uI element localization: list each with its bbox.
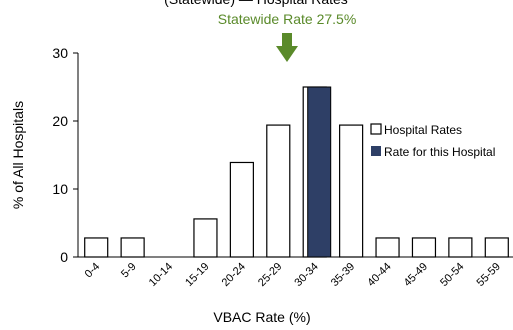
legend-swatch-hospital-rates bbox=[370, 123, 382, 135]
x-tick-label: 5-9 bbox=[119, 261, 139, 281]
bar-0-4 bbox=[84, 237, 109, 258]
x-tick-label: 55-59 bbox=[475, 261, 503, 289]
highlight-bar bbox=[307, 86, 332, 258]
bar-45-49 bbox=[411, 237, 437, 258]
legend-label-hospital-rates: Hospital Rates bbox=[384, 123, 462, 137]
bar-55-59 bbox=[484, 237, 509, 258]
x-tick-label: 35-39 bbox=[329, 261, 357, 289]
y-tick-label: 10 bbox=[52, 181, 68, 197]
y-tick-label: 30 bbox=[52, 45, 68, 61]
legend-swatch-this-hospital bbox=[371, 146, 381, 156]
statewide-arrow-shaft bbox=[282, 33, 292, 47]
x-tick-label: 20-24 bbox=[220, 261, 248, 289]
x-tick-label: 30-34 bbox=[292, 261, 320, 289]
x-tick-label: 25-29 bbox=[256, 261, 284, 289]
x-tick-label: 45-49 bbox=[402, 261, 430, 289]
bar-40-44 bbox=[375, 237, 400, 258]
bar-50-54 bbox=[448, 237, 473, 258]
statewide-arrow-head bbox=[276, 46, 298, 62]
y-axis-label: % of All Hospitals bbox=[10, 101, 26, 209]
bar-15-19 bbox=[193, 218, 218, 258]
y-tick-label: 20 bbox=[52, 113, 68, 129]
y-tick-label: 0 bbox=[60, 249, 68, 265]
x-tick-label: 50-54 bbox=[438, 261, 466, 289]
statewide-rate-label: Statewide Rate 27.5% bbox=[218, 11, 357, 27]
chart-title: (Statewide) — Hospital Rates bbox=[164, 0, 348, 7]
x-tick-label: 0-4 bbox=[83, 261, 103, 281]
x-tick-label: 40-44 bbox=[365, 261, 393, 289]
x-axis-label: VBAC Rate (%) bbox=[213, 309, 310, 325]
bar-25-29 bbox=[266, 124, 291, 258]
bar-5-9 bbox=[120, 237, 145, 258]
bar-20-24 bbox=[229, 161, 254, 258]
x-tick-label: 10-14 bbox=[147, 261, 175, 289]
legend-label-this-hospital: Rate for this Hospital bbox=[384, 145, 495, 159]
bar-35-39 bbox=[339, 124, 364, 258]
x-tick-label: 15-19 bbox=[183, 261, 211, 289]
